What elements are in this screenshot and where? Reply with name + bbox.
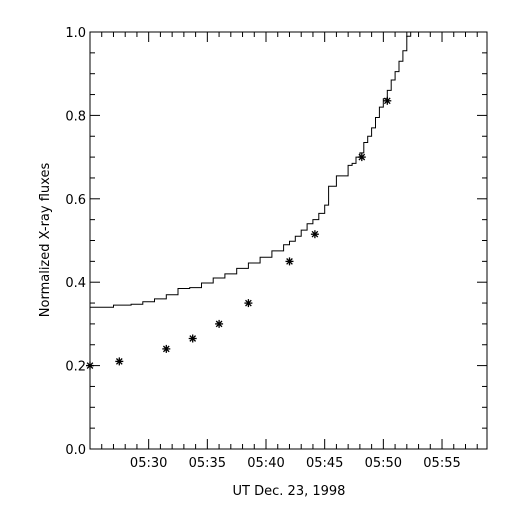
x-tick-label: 05:35 [189, 456, 226, 471]
asterisk-point [86, 361, 94, 370]
asterisk-point [162, 344, 171, 353]
x-tick-label: 05:30 [130, 456, 167, 471]
asterisk-point [115, 357, 124, 366]
x-tick-label: 05:40 [247, 456, 284, 471]
flux-curve [90, 32, 412, 308]
y-tick-label: 0.0 [65, 443, 86, 458]
asterisk-point [244, 299, 253, 308]
y-tick-label: 0.4 [65, 276, 86, 291]
asterisk-point [215, 319, 224, 328]
y-tick-label: 0.6 [65, 193, 86, 208]
asterisk-point [357, 153, 366, 162]
asterisk-point [383, 96, 392, 105]
tick-labels: 0.0 0.2 0.4 0.6 0.8 1.0 05:30 05:35 05:40 05:45 05… [65, 26, 460, 471]
y-tick-label: 1.0 [65, 26, 86, 41]
y-tick-label: 0.8 [65, 109, 86, 124]
tick-marks [89, 31, 487, 450]
y-tick-label: 0.2 [65, 360, 86, 375]
asterisk-point [310, 230, 319, 239]
x-tick-label: 05:50 [365, 456, 402, 471]
asterisk-point [188, 334, 197, 343]
data-series [86, 32, 412, 370]
x-tick-label: 05:45 [306, 456, 343, 471]
asterisk-point [285, 257, 294, 266]
axes [89, 31, 488, 450]
x-tick-label: 05:55 [423, 456, 460, 471]
x-axis-title: UT Dec. 23, 1998 [233, 484, 346, 499]
plot-frame [89, 31, 488, 450]
y-axis-title: Normalized X-ray fluxes [38, 163, 53, 318]
